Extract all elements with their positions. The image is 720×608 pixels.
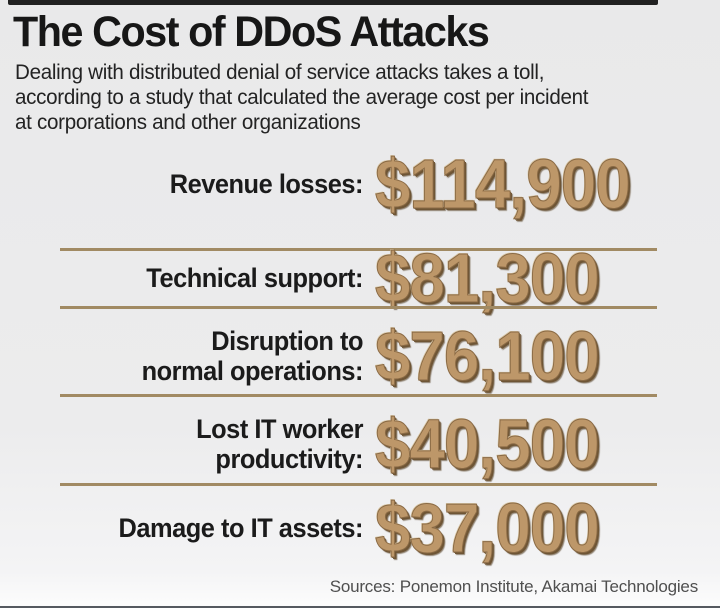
row-value: $114,900	[375, 145, 632, 223]
bottom-border	[0, 606, 720, 608]
row-label: Technical support:	[146, 263, 363, 293]
source-note: Sources: Ponemon Institute, Akamai Techn…	[329, 577, 698, 596]
row-value: $37,000	[375, 489, 601, 567]
subtitle: Dealing with distributed denial of servi…	[15, 61, 589, 134]
divider	[60, 483, 657, 486]
divider	[60, 306, 657, 309]
cost-row-revenue-losses: Revenue losses: $114,900	[0, 145, 720, 223]
row-value: $40,500	[375, 405, 601, 483]
divider	[60, 248, 657, 251]
top-bar	[8, 0, 658, 5]
row-label: Damage to IT assets:	[118, 513, 364, 543]
cost-row-lost-it-productivity: Lost IT worker productivity: $40,500	[0, 405, 720, 483]
row-label: Disruption to normal operations:	[141, 326, 364, 386]
cost-row-damage-it-assets: Damage to IT assets: $37,000	[0, 489, 720, 567]
row-value: $76,100	[375, 317, 601, 395]
cost-row-technical-support: Technical support: $81,300	[0, 239, 720, 317]
page-title: The Cost of DDoS Attacks	[13, 8, 490, 56]
divider	[60, 394, 657, 397]
cost-row-disruption-operations: Disruption to normal operations: $76,100	[0, 317, 720, 395]
row-value: $81,300	[375, 239, 601, 317]
row-label: Lost IT worker productivity:	[196, 414, 363, 474]
row-label: Revenue losses:	[169, 169, 364, 199]
